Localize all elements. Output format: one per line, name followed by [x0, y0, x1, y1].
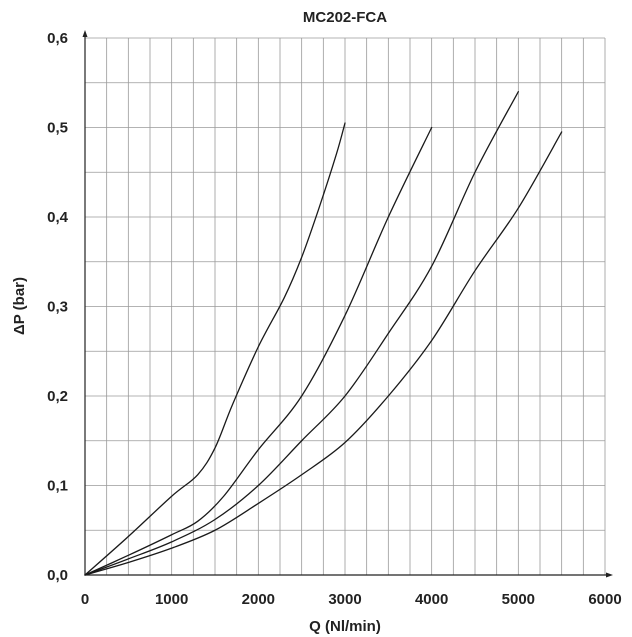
tick-labels: 0 1000 2000 3000 4000 5000 6000 0,0 0,1 0,2 0,3 0,4…: [47, 30, 622, 608]
y-tick-label: 0,6: [47, 30, 68, 47]
y-tick-label: 0,3: [47, 299, 68, 316]
series-layer: [84, 91, 563, 576]
x-tick-label: 4000: [415, 591, 448, 608]
x-tick-label: 0: [81, 591, 89, 608]
x-tick-label: 2000: [242, 591, 275, 608]
y-tick-label: 0,4: [47, 209, 69, 226]
y-tick-label: 0,2: [47, 388, 68, 405]
x-axis-label: Q (Nl/min): [309, 618, 381, 635]
y-tick-label: 0,0: [47, 567, 68, 584]
y-tick-label: 0,5: [47, 120, 68, 137]
series-line-1: [84, 122, 346, 576]
y-axis-label: ΔP (bar): [11, 277, 28, 335]
series-line-2: [84, 126, 433, 576]
chart-title: MC202-FCA: [303, 9, 387, 26]
series-line-3: [84, 91, 519, 576]
series-line-4: [84, 131, 563, 576]
x-axis-arrow-icon: [606, 572, 613, 578]
x-tick-label: 6000: [588, 591, 621, 608]
grid: [85, 37, 606, 575]
y-tick-label: 0,1: [47, 478, 68, 495]
x-tick-label: 3000: [328, 591, 361, 608]
axes: [82, 30, 613, 578]
x-tick-label: 1000: [155, 591, 188, 608]
x-tick-label: 5000: [502, 591, 535, 608]
y-axis-arrow-icon: [82, 30, 88, 37]
